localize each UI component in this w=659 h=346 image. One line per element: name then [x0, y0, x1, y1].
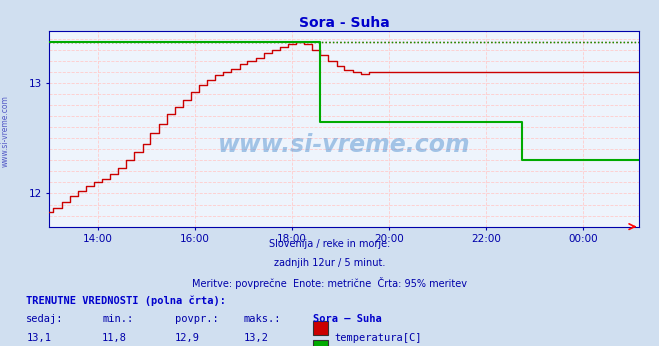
Text: zadnjih 12ur / 5 minut.: zadnjih 12ur / 5 minut.: [273, 258, 386, 268]
Text: TRENUTNE VREDNOSTI (polna črta):: TRENUTNE VREDNOSTI (polna črta):: [26, 296, 226, 306]
Text: Meritve: povprečne  Enote: metrične  Črta: 95% meritev: Meritve: povprečne Enote: metrične Črta:…: [192, 277, 467, 289]
Text: Sora – Suha: Sora – Suha: [313, 314, 382, 324]
Text: www.si-vreme.com: www.si-vreme.com: [218, 133, 471, 156]
Text: 13,2: 13,2: [244, 333, 269, 343]
Text: sedaj:: sedaj:: [26, 314, 64, 324]
Text: www.si-vreme.com: www.si-vreme.com: [1, 95, 10, 167]
Text: min.:: min.:: [102, 314, 133, 324]
Title: Sora - Suha: Sora - Suha: [299, 16, 389, 30]
Text: 13,1: 13,1: [26, 333, 51, 343]
Text: 11,8: 11,8: [102, 333, 127, 343]
Text: 12,9: 12,9: [175, 333, 200, 343]
Text: temperatura[C]: temperatura[C]: [334, 333, 422, 343]
Text: maks.:: maks.:: [244, 314, 281, 324]
Text: Slovenija / reke in morje.: Slovenija / reke in morje.: [269, 239, 390, 249]
Text: povpr.:: povpr.:: [175, 314, 218, 324]
